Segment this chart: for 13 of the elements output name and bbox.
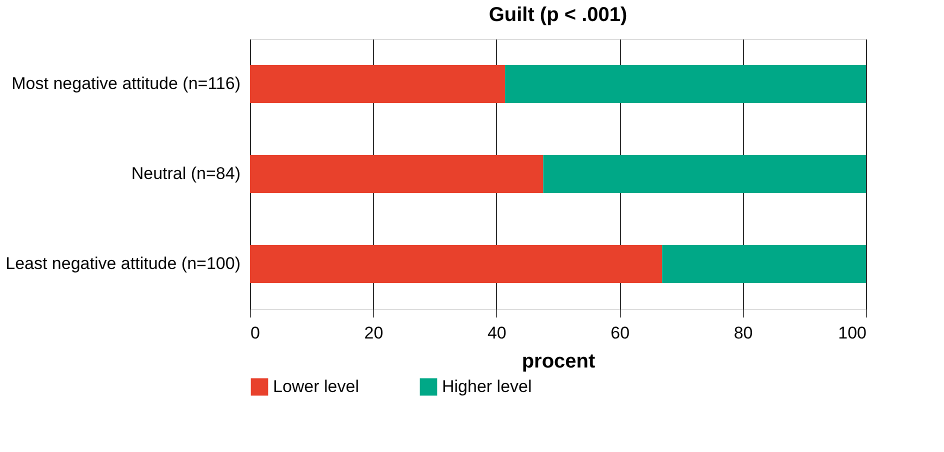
x-tick-label: 100 [838,324,866,342]
legend-label: Lower level [273,376,359,396]
y-tick-label: Most negative attitude (n=116) [12,74,240,93]
x-tick-label: 20 [364,324,384,342]
y-tick-label: Least negative attitude (n=100) [6,254,240,273]
y-tick-label: Neutral (n=84) [131,164,240,183]
x-tick-label: 80 [734,324,753,342]
x-axis-title: procent [522,350,596,372]
legend-label: Higher level [442,376,532,396]
x-tick-label: 40 [487,324,506,342]
x-tick-label: 60 [610,324,630,342]
chart-title: Guilt (p < .001) [488,4,628,26]
x-tick-label: 0 [250,324,260,342]
